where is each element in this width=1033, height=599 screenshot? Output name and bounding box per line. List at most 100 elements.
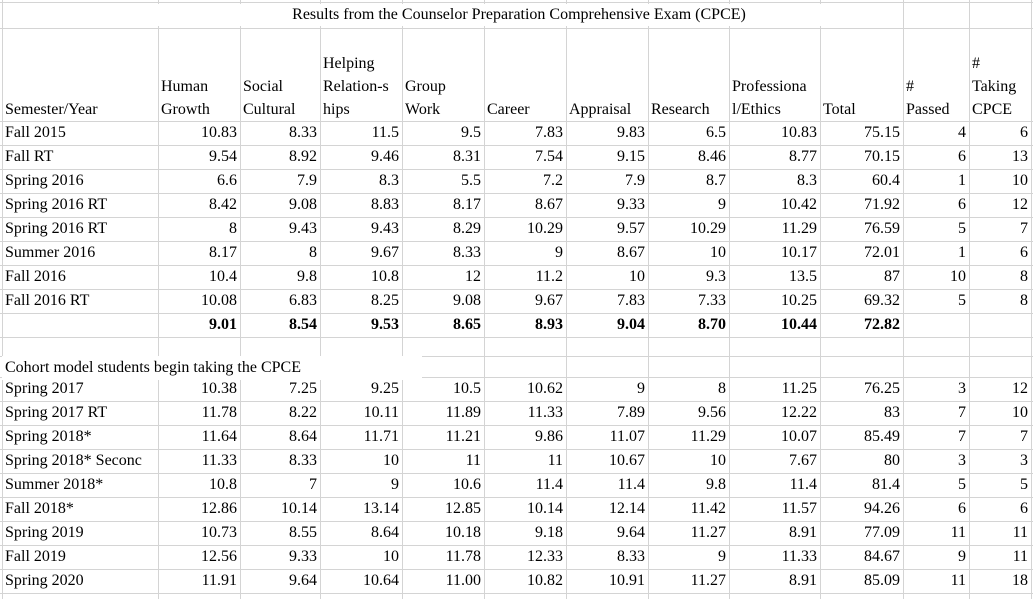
- table-cell: 8.83: [371, 196, 399, 213]
- column-header-total: Total: [823, 101, 856, 118]
- table-cell: 69.32: [864, 292, 900, 309]
- column-header-group_work: Group: [405, 78, 446, 95]
- grid-hline: [0, 28, 1033, 29]
- table-cell: 77.09: [864, 524, 900, 541]
- table-cell: 13.14: [363, 500, 399, 517]
- table-cell: 11.07: [609, 428, 645, 445]
- table-cell: 11.27: [690, 524, 726, 541]
- table-cell: 5: [1020, 476, 1028, 493]
- row-label: Spring 2017 RT: [5, 404, 108, 421]
- table-cell: 11.4: [535, 476, 563, 493]
- row-label: Spring 2016 RT: [5, 196, 108, 213]
- table-cell: 3: [958, 380, 966, 397]
- table-cell: 12: [1012, 380, 1028, 397]
- table-cell: 11.57: [781, 500, 817, 517]
- table-cell: 6: [958, 196, 966, 213]
- table-cell: 3: [958, 452, 966, 469]
- column-header-research: Research: [651, 101, 710, 118]
- grid-hline: [0, 193, 1033, 194]
- table-cell: 8.92: [289, 148, 317, 165]
- column-header-taking: CPCE: [972, 101, 1013, 118]
- table-cell: 9.67: [371, 244, 399, 261]
- table-cell: 10: [1012, 404, 1028, 421]
- row-label: Spring 2018*: [5, 428, 92, 445]
- table-cell: 7.9: [297, 172, 317, 189]
- table-cell: 9.54: [209, 148, 237, 165]
- table-cell: 9.5: [461, 124, 481, 141]
- cohort-note: Cohort model students begin taking the C…: [2, 356, 422, 380]
- table-cell: 84.67: [864, 548, 900, 565]
- table-cell: 80: [884, 452, 900, 469]
- table-cell: 8.64: [371, 524, 399, 541]
- average-cell: 8.70: [698, 316, 726, 333]
- table-cell: 8.33: [289, 124, 317, 141]
- table-cell: 10: [710, 452, 726, 469]
- table-cell: 9.64: [617, 524, 645, 541]
- grid-vline: [648, 0, 649, 599]
- row-label: Spring 2018* Seconc: [5, 452, 142, 469]
- average-cell: 9.04: [617, 316, 645, 333]
- table-cell: 6: [958, 148, 966, 165]
- table-cell: 11.25: [781, 380, 817, 397]
- table-cell: 8.29: [453, 220, 481, 237]
- grid-vline: [484, 0, 485, 599]
- grid-hline: [0, 401, 1033, 402]
- table-cell: 71.92: [864, 196, 900, 213]
- table-cell: 11.91: [201, 572, 237, 589]
- table-cell: 10.14: [527, 500, 563, 517]
- table-cell: 8.33: [617, 548, 645, 565]
- column-header-taking: #: [972, 55, 980, 72]
- table-cell: 8: [1020, 292, 1028, 309]
- table-cell: 11.78: [445, 548, 481, 565]
- grid-vline: [729, 0, 730, 599]
- table-cell: 75.15: [864, 124, 900, 141]
- table-cell: 9.83: [617, 124, 645, 141]
- row-label: Spring 2016 RT: [5, 220, 108, 237]
- average-cell: 8.93: [535, 316, 563, 333]
- table-cell: 87: [884, 268, 900, 285]
- table-cell: 11.78: [201, 404, 237, 421]
- row-label: Summer 2016: [5, 244, 96, 261]
- table-cell: 8.33: [453, 244, 481, 261]
- table-cell: 7.83: [535, 124, 563, 141]
- grid-vline: [158, 0, 159, 599]
- grid-vline: [820, 0, 821, 599]
- table-title: Results from the Counselor Preparation C…: [158, 4, 880, 26]
- grid-hline: [0, 497, 1033, 498]
- table-cell: 8.91: [789, 524, 817, 541]
- table-cell: 9.33: [289, 548, 317, 565]
- table-cell: 7: [1020, 220, 1028, 237]
- grid-hline: [0, 145, 1033, 146]
- table-cell: 11.00: [445, 572, 481, 589]
- grid-vline: [969, 0, 970, 599]
- table-cell: 8.31: [453, 148, 481, 165]
- table-cell: 8.67: [535, 196, 563, 213]
- table-cell: 10.38: [201, 380, 237, 397]
- table-cell: 9.56: [698, 404, 726, 421]
- table-cell: 10: [950, 268, 966, 285]
- row-label: Fall 2015: [5, 124, 66, 141]
- average-cell: 10.44: [781, 316, 817, 333]
- table-cell: 10.11: [363, 404, 399, 421]
- table-cell: 76.25: [864, 380, 900, 397]
- table-cell: 94.26: [864, 500, 900, 517]
- table-cell: 9.18: [535, 524, 563, 541]
- table-cell: 10.07: [781, 428, 817, 445]
- table-cell: 18: [1012, 572, 1028, 589]
- table-cell: 6: [1020, 124, 1028, 141]
- table-cell: 11.29: [781, 220, 817, 237]
- table-cell: 12: [465, 268, 481, 285]
- column-header-human_growth: Human: [161, 78, 209, 95]
- column-header-helping_relationships: hips: [323, 101, 350, 118]
- table-cell: 8.67: [617, 244, 645, 261]
- grid-hline: [0, 217, 1033, 218]
- table-cell: 1: [958, 244, 966, 261]
- grid-hline: [0, 169, 1033, 170]
- table-cell: 9.64: [289, 572, 317, 589]
- table-cell: 11: [547, 452, 563, 469]
- table-cell: 8.91: [789, 572, 817, 589]
- grid-hline: [0, 2, 1033, 3]
- grid-vline: [1031, 0, 1032, 599]
- table-cell: 6.6: [217, 172, 237, 189]
